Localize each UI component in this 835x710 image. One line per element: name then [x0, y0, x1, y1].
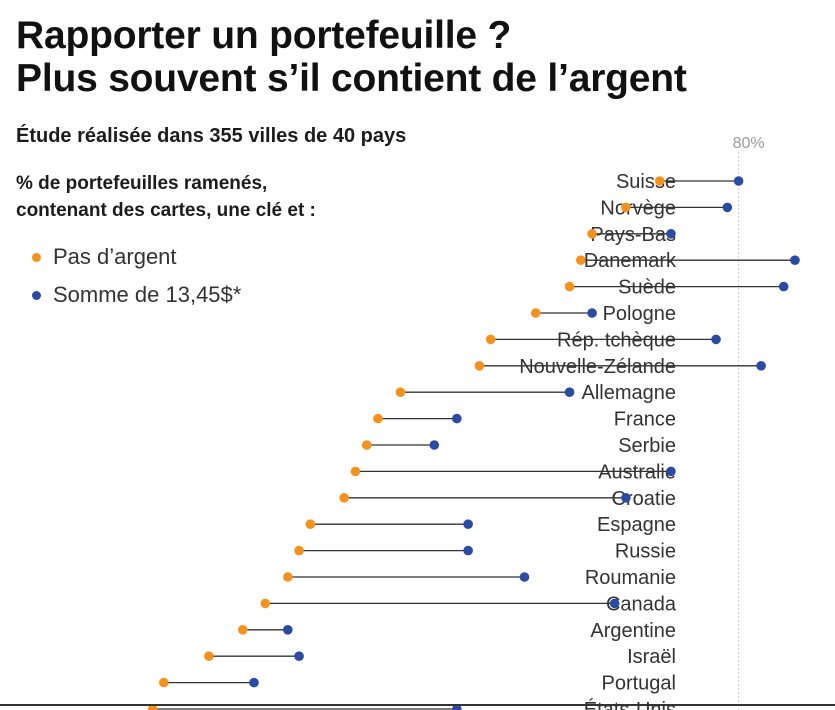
category-label-13: Espagne	[597, 514, 676, 536]
point-no-money-row-5	[530, 308, 541, 318]
point-with-money-row-16	[609, 598, 620, 609]
point-with-money-row-3	[790, 255, 800, 265]
point-with-money-row-18	[294, 651, 304, 661]
legend-label-with-money: Somme de 13,45$*	[53, 282, 242, 307]
point-no-money-row-4	[564, 281, 575, 292]
point-with-money-row-4	[778, 281, 789, 292]
category-label-9: France	[614, 409, 676, 431]
category-label-11: Australie	[598, 461, 676, 483]
point-with-money-row-5	[587, 308, 597, 318]
point-no-money-row-15	[283, 572, 293, 582]
point-with-money-row-14	[463, 545, 473, 556]
category-label-4: Suède	[618, 277, 676, 299]
bottom-divider	[0, 704, 835, 706]
legend-item-no-money: Pas d’argent	[32, 238, 241, 276]
category-label-18: Israël	[627, 646, 676, 668]
point-with-money-row-1	[722, 202, 733, 213]
category-label-15: Roumanie	[585, 567, 676, 589]
point-with-money-row-19	[249, 677, 259, 688]
point-no-money-row-1	[621, 202, 631, 213]
point-with-money-row-7	[756, 361, 766, 371]
category-label-10: Serbie	[618, 435, 676, 457]
point-no-money-row-19	[159, 677, 169, 688]
point-no-money-row-17	[237, 625, 248, 635]
category-label-17: Argentine	[590, 620, 676, 642]
category-label-12: Croatie	[612, 488, 676, 510]
point-with-money-row-10	[429, 440, 440, 450]
legend-dot-with-money	[32, 290, 41, 300]
legend-item-with-money: Somme de 13,45$*	[32, 276, 241, 314]
category-label-1: Norvège	[600, 197, 676, 219]
point-with-money-row-0	[733, 176, 744, 186]
x-tick-label-80: 80%	[733, 135, 765, 152]
point-no-money-row-16	[260, 598, 271, 609]
point-with-money-row-2	[666, 229, 676, 239]
title-line-2: Plus souvent s’il contient de l’argent	[16, 57, 687, 100]
point-with-money-row-17	[283, 625, 293, 635]
title-line-1: Rapporter un portefeuille ?	[16, 14, 512, 57]
category-label-3: Danemark	[584, 250, 677, 272]
category-label-6: Rép. tchèque	[557, 329, 676, 351]
point-no-money-row-6	[485, 334, 496, 345]
chart-description: % de portefeuilles ramenés, contenant de…	[16, 170, 316, 224]
point-with-money-row-6	[711, 334, 721, 345]
category-label-16: Canada	[606, 593, 677, 615]
category-label-14: Russie	[615, 541, 676, 563]
description-line-1: % de portefeuilles ramenés,	[16, 173, 268, 194]
page-title: Rapporter un portefeuille ? Plus souvent…	[16, 14, 687, 100]
point-no-money-row-9	[373, 413, 383, 424]
legend: Pas d’argent Somme de 13,45$*	[32, 238, 241, 314]
point-no-money-row-13	[305, 519, 316, 529]
point-no-money-row-8	[395, 387, 406, 398]
point-no-money-row-12	[339, 493, 349, 503]
point-no-money-row-0	[654, 176, 665, 186]
point-with-money-row-12	[621, 493, 631, 503]
point-no-money-row-2	[587, 229, 597, 239]
category-label-2: Pays-Bas	[590, 224, 676, 246]
point-no-money-row-14	[294, 545, 304, 556]
legend-label-no-money: Pas d’argent	[53, 244, 177, 269]
point-no-money-row-18	[204, 651, 214, 661]
point-with-money-row-9	[452, 413, 462, 424]
description-line-2: contenant des cartes, une clé et :	[16, 200, 316, 221]
category-label-5: Pologne	[603, 303, 676, 325]
subtitle: Étude réalisée dans 355 villes de 40 pay…	[16, 125, 407, 147]
point-no-money-row-3	[576, 255, 586, 265]
point-with-money-row-8	[564, 387, 575, 398]
category-label-19: Portugal	[602, 673, 677, 695]
point-no-money-row-10	[361, 440, 372, 450]
category-label-8: Allemagne	[581, 382, 676, 404]
point-no-money-row-7	[474, 361, 485, 371]
category-label-0: Suisse	[616, 171, 676, 193]
point-with-money-row-13	[463, 519, 473, 529]
category-label-7: Nouvelle-Zélande	[519, 356, 676, 378]
point-with-money-row-15	[519, 572, 530, 582]
point-no-money-row-11	[350, 466, 361, 477]
legend-dot-no-money	[32, 252, 41, 262]
point-with-money-row-11	[666, 466, 676, 477]
